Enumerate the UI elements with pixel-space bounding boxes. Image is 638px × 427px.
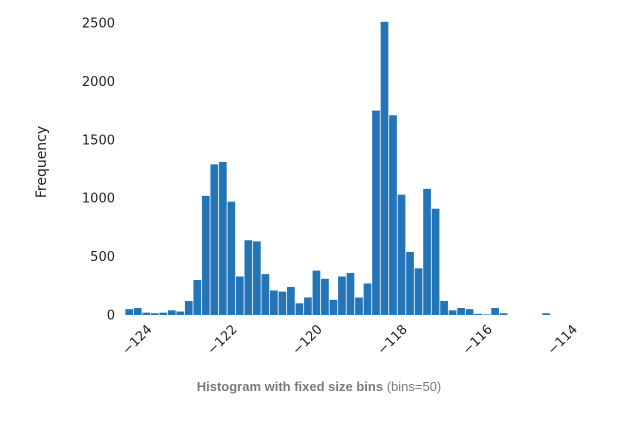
histogram-bar bbox=[253, 241, 261, 315]
y-tick-label: 0 bbox=[107, 309, 115, 324]
histogram-bar bbox=[261, 274, 270, 315]
histogram-bar bbox=[465, 309, 474, 315]
histogram-bar bbox=[133, 307, 142, 315]
histogram-bar bbox=[167, 310, 176, 315]
histogram-bar bbox=[235, 276, 244, 315]
x-tick-label: −118 bbox=[375, 322, 411, 358]
caption-note: (bins=50) bbox=[383, 379, 442, 394]
histogram-bar bbox=[270, 290, 278, 315]
histogram-bar bbox=[329, 299, 338, 315]
histogram-bar bbox=[406, 251, 414, 315]
histogram-bar bbox=[227, 201, 236, 315]
histogram-bar bbox=[363, 283, 372, 315]
histogram-bar bbox=[482, 314, 491, 315]
histogram-bar bbox=[150, 313, 159, 315]
y-tick-label: 500 bbox=[90, 250, 115, 265]
histogram-bar bbox=[431, 208, 440, 315]
histogram-bar bbox=[542, 313, 551, 315]
y-tick-label: 2000 bbox=[82, 75, 115, 90]
chart-caption: Histogram with fixed size bins (bins=50) bbox=[0, 379, 638, 394]
x-tick-label: −120 bbox=[290, 322, 326, 358]
histogram-bar bbox=[474, 313, 482, 315]
histogram-bar bbox=[397, 194, 406, 315]
histogram-bar bbox=[491, 307, 499, 315]
histogram-bar bbox=[372, 110, 380, 315]
histogram-bar bbox=[423, 188, 431, 315]
histogram-bar bbox=[287, 286, 295, 315]
histogram-bar bbox=[338, 276, 346, 315]
histogram-bar bbox=[176, 311, 185, 315]
histogram-bar bbox=[440, 300, 448, 315]
histogram-bar bbox=[414, 268, 423, 315]
histogram-bar bbox=[142, 312, 151, 315]
histogram-bar bbox=[210, 164, 219, 315]
histogram-bar bbox=[159, 312, 168, 315]
histogram-bar bbox=[244, 240, 253, 315]
histogram-bar bbox=[457, 307, 465, 315]
histogram-bar bbox=[218, 161, 227, 315]
histogram-bar bbox=[380, 21, 389, 316]
histogram-bar bbox=[295, 303, 304, 315]
y-tick-label: 1500 bbox=[82, 133, 115, 148]
histogram-bar bbox=[304, 297, 312, 315]
histogram-bar bbox=[499, 313, 508, 315]
y-tick-label: 2500 bbox=[82, 17, 115, 32]
histogram-bar bbox=[448, 310, 457, 315]
y-axis-label: Frequency bbox=[34, 126, 50, 198]
x-tick-label: −114 bbox=[545, 322, 581, 358]
caption-title: Histogram with fixed size bins bbox=[196, 379, 384, 394]
y-axis: 0 500 1000 1500 2000 2500 bbox=[82, 17, 115, 324]
x-tick-label: −116 bbox=[460, 322, 496, 358]
histogram-bar bbox=[201, 195, 210, 315]
histogram-bar bbox=[389, 115, 397, 316]
histogram-bar bbox=[125, 309, 134, 315]
x-tick-label: −124 bbox=[120, 322, 156, 358]
bars-group bbox=[125, 21, 551, 316]
histogram-bar bbox=[184, 300, 193, 315]
histogram-bar bbox=[321, 278, 329, 315]
x-axis: −124 −122 −120 −118 −116 −114 bbox=[120, 322, 581, 358]
x-tick-label: −122 bbox=[205, 322, 241, 358]
histogram-bar bbox=[312, 270, 321, 315]
histogram-bar bbox=[346, 272, 355, 315]
histogram-bar bbox=[278, 291, 287, 315]
histogram-bar bbox=[355, 297, 363, 315]
y-tick-label: 1000 bbox=[82, 192, 115, 207]
histogram-bar bbox=[193, 279, 202, 315]
